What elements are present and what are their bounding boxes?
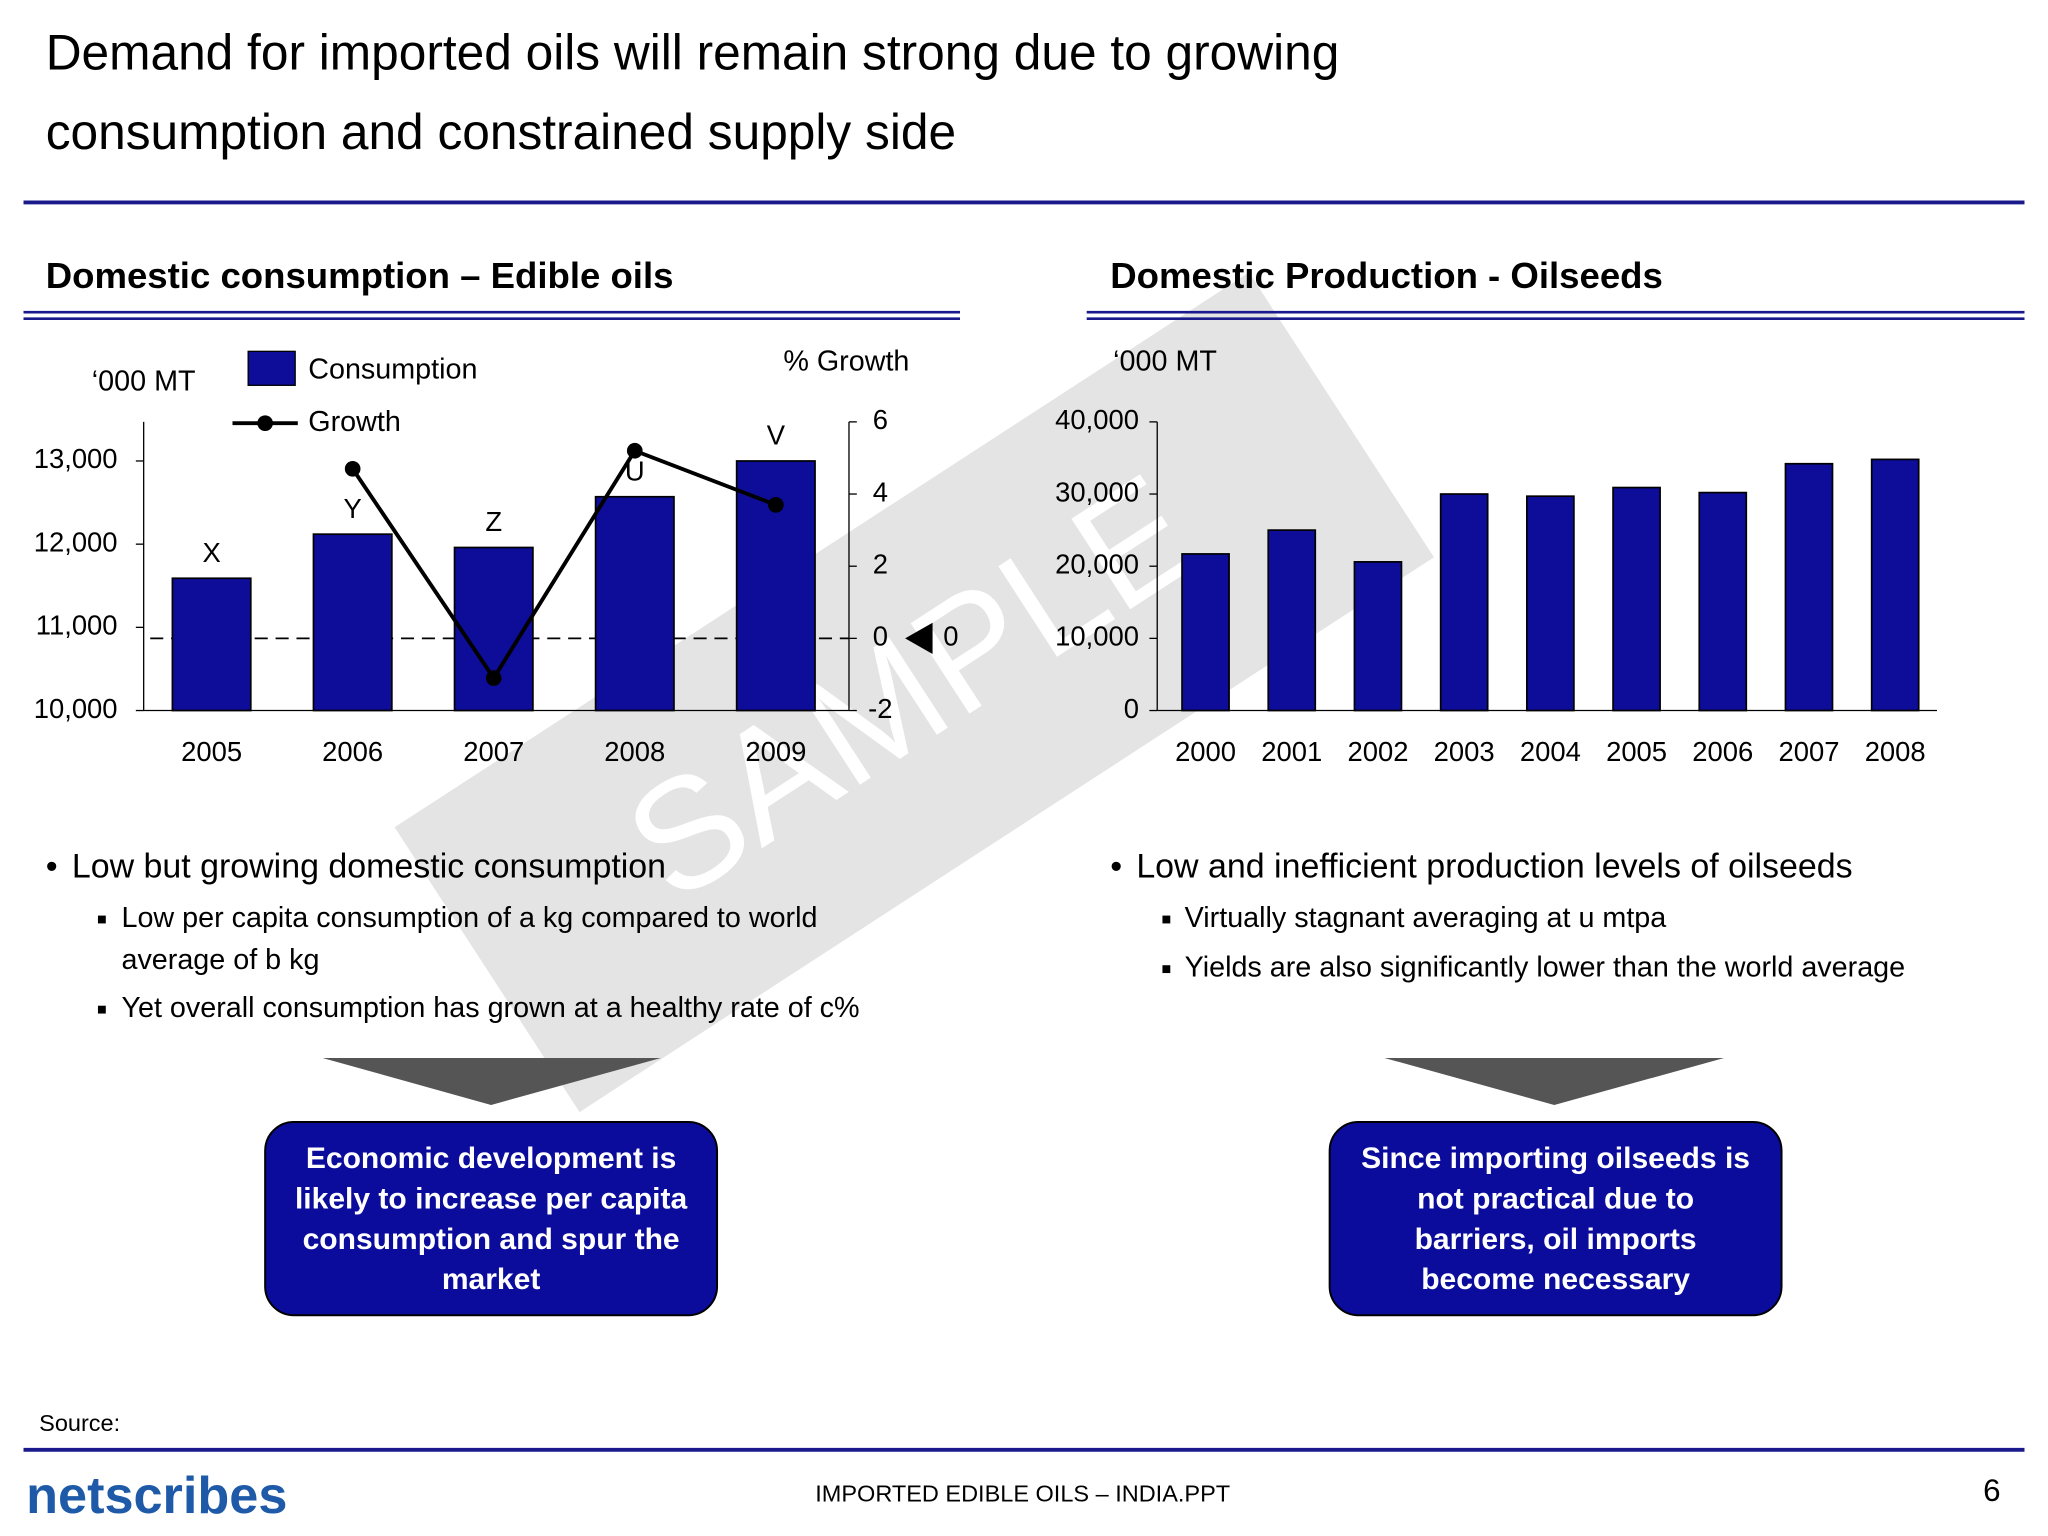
bar — [171, 577, 252, 712]
y2-tick-label: 6 — [873, 404, 888, 435]
bar-label: X — [202, 537, 220, 568]
bar-label: Y — [344, 493, 362, 524]
y-tick-label: 13,000 — [34, 443, 118, 474]
x-tick-label: 2006 — [1692, 736, 1753, 767]
arrow — [322, 1057, 661, 1105]
sub-bullet-marker — [97, 1005, 106, 1014]
conclusion-text: market — [442, 1263, 541, 1296]
x-tick-label: 2003 — [1434, 736, 1495, 767]
arrow — [1384, 1057, 1725, 1105]
x-tick-label: 2002 — [1347, 736, 1408, 767]
conclusion-text: consumption and spur the — [303, 1223, 680, 1256]
conclusion-text: not practical due to — [1417, 1182, 1694, 1215]
slide-title: consumption and constrained supply side — [46, 104, 956, 160]
sub-bullet-marker — [1162, 915, 1171, 924]
bar — [453, 546, 534, 712]
y2-tick-label: 2 — [873, 548, 888, 579]
conclusion-text: barriers, oil imports — [1415, 1223, 1697, 1256]
x-tick-label: 2005 — [1606, 736, 1667, 767]
bar — [312, 533, 393, 712]
growth-point — [344, 460, 361, 477]
y2-tick-label: 4 — [873, 476, 888, 507]
bar-label: U — [625, 455, 645, 486]
bullet: Low and inefficient production levels of… — [1136, 848, 1852, 886]
conclusion-text: Since importing oilseeds is — [1361, 1142, 1750, 1175]
y-tick-label: 0 — [1124, 693, 1139, 724]
sub-bullet-marker — [97, 915, 106, 924]
x-tick-label: 2001 — [1261, 736, 1322, 767]
section-heading: Domestic Production - Oilseeds — [1110, 255, 1663, 296]
y-tick-label: 10,000 — [34, 693, 118, 724]
growth-line — [351, 448, 777, 682]
y-tick-label: 11,000 — [36, 610, 118, 641]
growth-point — [485, 670, 502, 686]
y-tick-label: 10,000 — [1055, 621, 1139, 652]
x-tick-label: 2000 — [1175, 736, 1236, 767]
growth-point — [626, 442, 643, 459]
logo: netscribes — [26, 1467, 287, 1525]
bullet-dot: • — [46, 848, 58, 886]
bullet-dot: • — [1110, 848, 1122, 886]
bar-label: V — [767, 420, 786, 451]
legend-swatch — [247, 350, 296, 386]
section-rules — [23, 310, 2025, 320]
watermark-band — [394, 272, 1434, 1113]
bar — [1698, 491, 1748, 712]
bar — [1612, 486, 1661, 712]
y-tick-label: 40,000 — [1055, 404, 1139, 435]
conclusion-text: likely to increase per capita — [295, 1182, 688, 1215]
y2-axis-label: % Growth — [783, 346, 909, 378]
source: Source: — [39, 1410, 120, 1436]
x-tick-label: 2007 — [463, 736, 524, 767]
y2-tick-label: 0 — [873, 621, 888, 652]
bar — [1870, 458, 1920, 712]
y-tick-label: 30,000 — [1055, 476, 1139, 507]
legend-label: Growth — [308, 406, 401, 438]
sub-bullet: Yet overall consumption has grown at a h… — [121, 992, 859, 1024]
conclusion-box — [1328, 1120, 1783, 1317]
y-tick-label: 12,000 — [34, 526, 118, 557]
section-heading: Domestic consumption – Edible oils — [46, 255, 674, 296]
bar — [1267, 529, 1317, 712]
bar — [1353, 561, 1403, 712]
x-tick-label: 2004 — [1520, 736, 1581, 767]
x-tick-label: 2006 — [322, 736, 383, 767]
sub-bullet-marker — [1162, 965, 1171, 974]
page-number: 6 — [1983, 1473, 2000, 1508]
bar — [1784, 462, 1834, 712]
bar — [594, 495, 675, 712]
y-axis-label: ‘000 MT — [1113, 346, 1217, 378]
x-tick-label: 2009 — [745, 736, 806, 767]
conclusion-box — [264, 1120, 719, 1317]
sub-bullet: average of b kg — [121, 944, 319, 976]
legend-label: Consumption — [308, 354, 477, 386]
sub-bullet: Low per capita consumption of a kg compa… — [121, 902, 817, 934]
bullet: Low but growing domestic consumption — [72, 848, 666, 886]
y-axis-label: ‘000 MT — [92, 365, 196, 397]
sub-bullet: Yields are also significantly lower than… — [1185, 952, 1905, 984]
bar-label: Z — [485, 506, 502, 537]
bar — [1181, 553, 1230, 712]
bar — [735, 460, 816, 712]
x-tick-label: 2008 — [604, 736, 665, 767]
bar — [1439, 493, 1489, 712]
conclusion-text: Economic development is — [306, 1142, 676, 1175]
growth-point — [768, 497, 784, 513]
bar — [1526, 495, 1575, 712]
reference-label: 0 — [943, 621, 958, 652]
x-tick-label: 2007 — [1778, 736, 1839, 767]
footer-text: IMPORTED EDIBLE OILS – INDIA.PPT — [815, 1481, 1230, 1507]
legend-dot — [257, 415, 273, 432]
reference-marker — [905, 622, 933, 655]
slide-title: Demand for imported oils will remain str… — [46, 24, 1340, 80]
conclusion-text: become necessary — [1421, 1263, 1690, 1296]
sub-bullet: Virtually stagnant averaging at u mtpa — [1185, 902, 1667, 934]
x-tick-label: 2008 — [1865, 736, 1926, 767]
y-tick-label: 20,000 — [1055, 548, 1139, 579]
x-tick-label: 2005 — [181, 736, 242, 767]
y2-tick-label: -2 — [868, 693, 892, 724]
